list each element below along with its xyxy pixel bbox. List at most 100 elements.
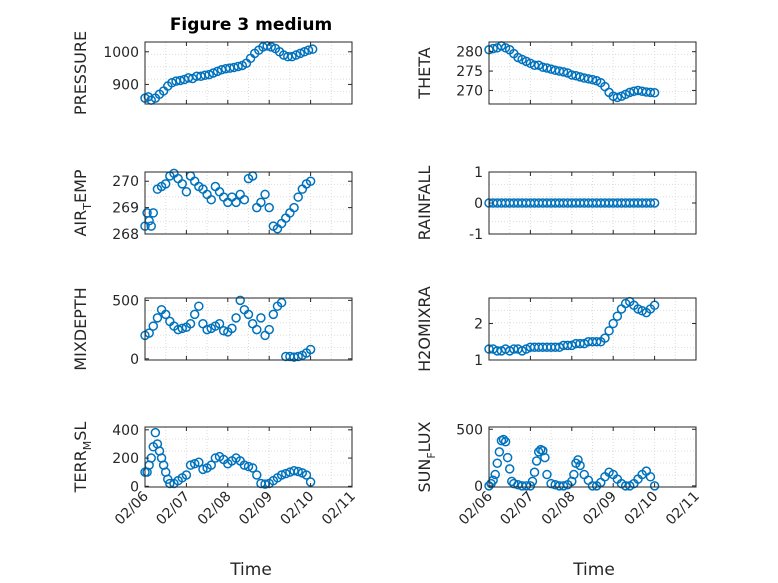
data-point [612,311,623,321]
axes-box [144,41,353,105]
y-axis-label: TERRMSL [71,422,94,494]
y-axis-label-subscript: M [81,441,94,451]
data-point [649,481,660,491]
data-point [502,452,513,463]
axes-box [488,426,697,488]
data-point [231,313,241,323]
data-point [542,63,552,73]
data-point [291,50,301,60]
data-point [490,469,500,480]
data-point [256,313,266,323]
data-point [212,66,223,77]
data-point [591,337,602,347]
y-axis-label-subscript: T [81,203,94,211]
y-tick-label: 1 [474,353,483,369]
data-point [189,458,200,469]
data-point [189,309,200,320]
data-point [266,42,277,52]
y-tick-label: 2 [474,317,483,333]
data-point [206,194,216,205]
data-point [587,74,598,85]
data-point [604,326,614,336]
data-point [504,464,515,474]
subplot-theta: 270 275 280 THETA [415,41,697,105]
data-point [307,44,318,54]
data-point [260,189,270,200]
y-axis-label-main: RAINFALL [415,166,434,241]
y-axis-label: H2OMIXRA [415,286,434,372]
data-point [500,436,511,447]
data-point [202,324,212,335]
y-tick-label: 270 [112,174,139,190]
data-point [287,51,297,62]
y-tick-label: -1 [469,227,483,243]
data-point [177,323,188,334]
figure-title: Figure 3 medium [170,15,332,35]
data-point [303,45,314,55]
subplot-air_temp: 268 269 270 AIRTEMP [71,168,353,243]
y-axis-label-tail: LUX [415,421,434,452]
y-axis-label: PRESSURE [71,31,90,115]
data-point [527,476,538,487]
y-tick-label: 269 [112,201,139,217]
data-point [546,478,556,489]
y-tick-label: 0 [130,479,139,495]
data-point [529,467,540,478]
data-point [252,470,262,480]
data-point [268,309,279,320]
y-axis-label-main: PRESSURE [71,31,90,115]
axes-box [144,426,353,488]
data-point [200,70,210,81]
data-point [264,202,274,213]
data-point [181,187,192,197]
y-tick-label: 400 [112,423,139,439]
data-point [243,461,254,472]
data-point [276,470,287,480]
data-point [649,198,660,208]
data-point [289,466,299,476]
y-tick-label: 500 [112,293,139,309]
data-point [256,197,266,208]
y-axis-label-main: THETA [415,47,434,99]
data-point [148,208,159,218]
data-point [206,460,216,470]
y-tick-label: 1 [474,165,483,181]
data-point [233,61,243,72]
data-point [305,344,316,355]
y-tick-label: 280 [456,45,483,61]
data-point [509,478,519,489]
y-tick-label: 275 [456,64,483,80]
y-axis-label: THETA [415,47,434,99]
y-axis-label-tail: SL [71,422,90,441]
data-point [540,452,550,463]
subplot-mixdepth: 0 500 MIXDEPTH [71,287,353,371]
data-point [612,92,623,103]
data-point [301,470,312,480]
x-axis-label-left: Time [229,560,272,580]
data-point [214,318,225,329]
y-axis-label-tail: EMP [71,169,90,203]
data-point [573,455,583,465]
y-axis-label-main: MIXDEPTH [71,287,90,370]
y-tick-label: 200 [112,451,139,467]
data-point [150,427,161,438]
axes-box [488,41,697,105]
y-tick-label: 0 [474,196,483,212]
data-point [218,326,229,336]
data-point [525,481,536,491]
data-point [494,447,505,457]
data-point [620,481,631,491]
data-point [235,295,245,306]
y-tick-label: 0 [130,352,139,368]
data-point [252,324,262,335]
data-point [227,323,237,334]
data-point [247,463,258,473]
data-point [558,67,569,77]
y-tick-label: 1000 [103,45,139,61]
data-point [208,68,219,78]
y-axis-label: SUNFLUX [415,421,438,492]
data-point [177,179,188,189]
data-point [175,75,185,86]
data-point [645,198,656,208]
